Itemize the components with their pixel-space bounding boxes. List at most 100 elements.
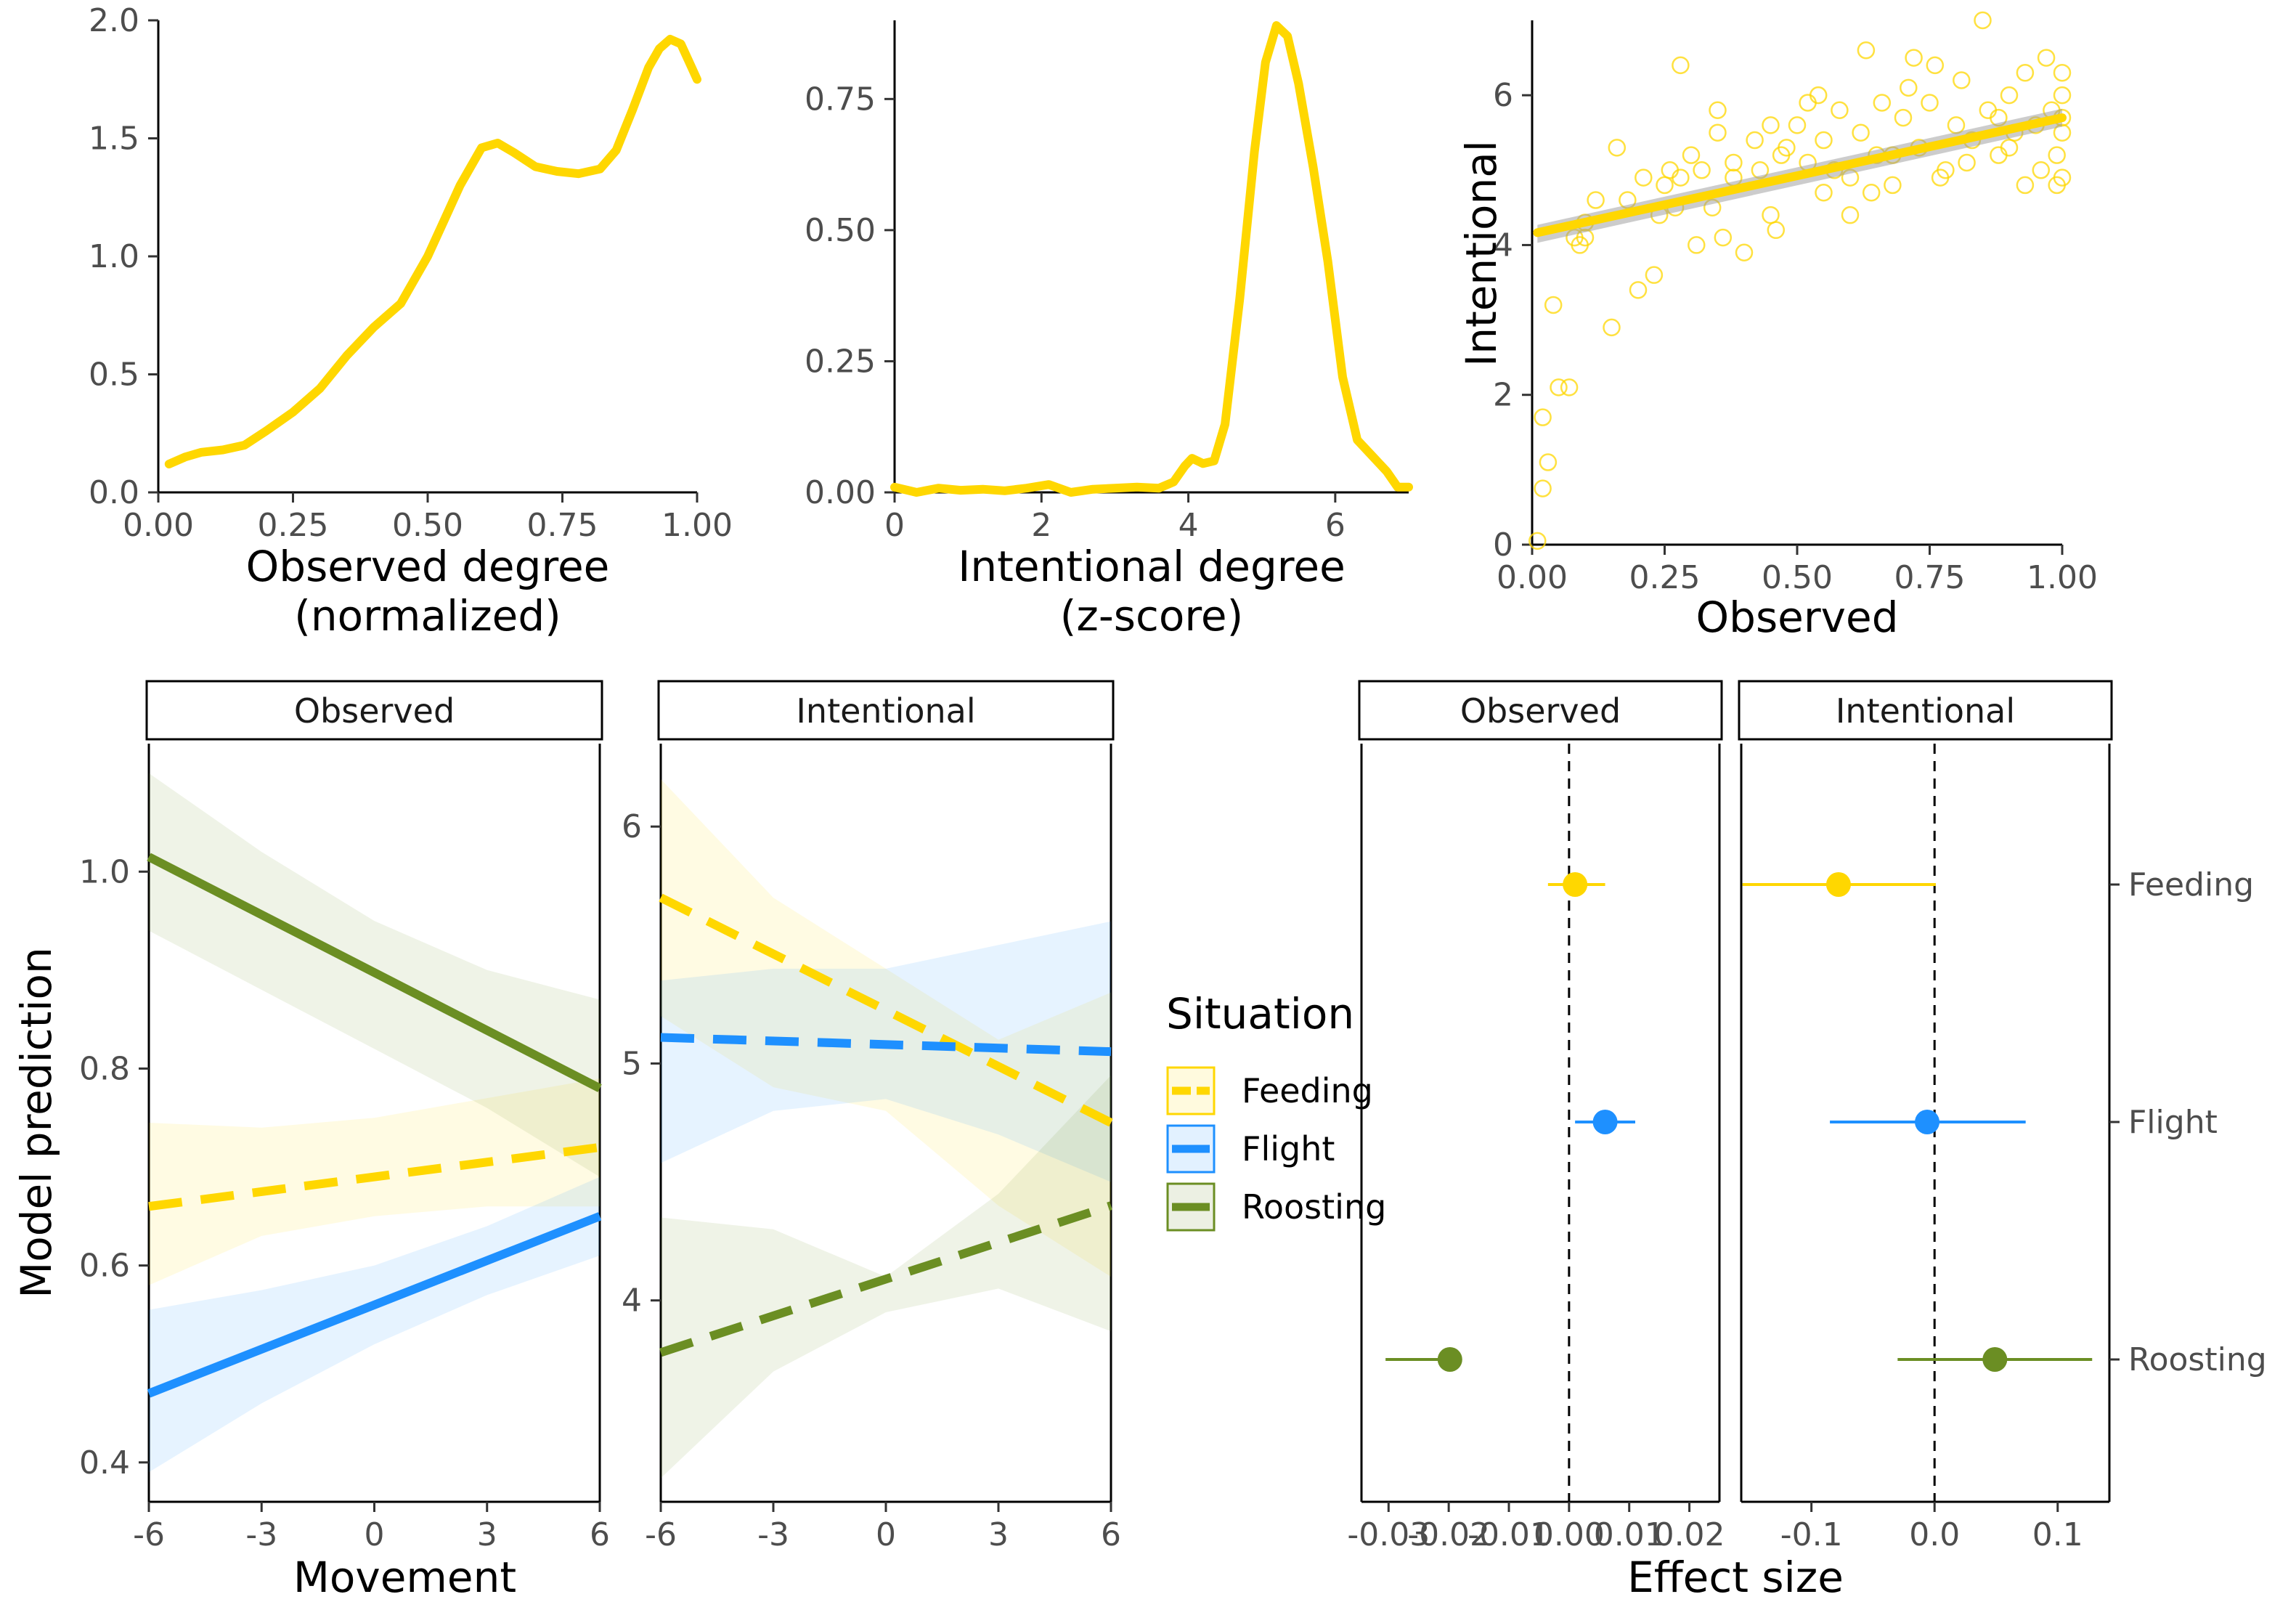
scatter-point — [1926, 56, 1945, 75]
density_intentional-y-tick-label: 0.50 — [805, 212, 876, 249]
scatter-point — [1762, 116, 1780, 134]
scatter-point — [1693, 161, 1711, 179]
prediction_observed-axes: -6 -3 0 3 6 0.4 0.6 0.8 1.0 — [79, 744, 610, 1553]
effect-point-roosting — [1982, 1347, 2008, 1372]
scatter-point — [1762, 206, 1780, 224]
density_observed-x-tick-label: 0.00 — [123, 507, 194, 544]
scatter-point — [1953, 71, 1971, 89]
scatter-point — [1534, 408, 1552, 426]
scatter-x-label: Observed — [1695, 593, 1898, 642]
scatter-point — [1862, 183, 1881, 202]
scatter_observed_intentional-y-tick-label: 0 — [1493, 527, 1513, 564]
prediction_intentional-x-tick-label: -3 — [757, 1516, 789, 1553]
effect_intentional-x-tick-label: -0.1 — [1780, 1516, 1843, 1553]
prediction_intentional-y-tick-label: 5 — [622, 1045, 642, 1082]
scatter-point — [1979, 101, 1998, 120]
line-feeding — [659, 893, 1113, 1127]
scatter-point — [1931, 168, 1950, 187]
density_observed-axes: 0.00 0.25 0.50 0.75 1.00 0.0 0.5 1.0 1.5 2.0 Obser… — [89, 2, 733, 641]
scatter-point — [1958, 153, 1976, 172]
scatter-point — [1550, 378, 1568, 397]
density_intentional-y-tick-label: 0.75 — [805, 81, 876, 118]
scatter_observed_intentional-x-tick-label: 0.75 — [1894, 559, 1966, 596]
movement-x-label: Movement — [293, 1553, 516, 1602]
scatter-point — [1709, 123, 1727, 142]
scatter-point — [1746, 131, 1764, 150]
prediction_intentional-axes: -6 -3 0 3 6 4 5 6 — [622, 744, 1121, 1553]
scatter-fit-line — [1533, 113, 2067, 237]
scatter-point — [1772, 146, 1791, 164]
scatter-point — [1894, 108, 1913, 127]
effect-y-label-feeding: Feeding — [2128, 866, 2254, 903]
scatter-point — [1884, 176, 1902, 195]
scatter-point — [1656, 176, 1674, 195]
prediction_observed-x-tick-label: 6 — [590, 1516, 610, 1553]
scatter_observed_intentional-x-tick-label: 0.00 — [1497, 559, 1568, 596]
density-observed-curve — [164, 35, 701, 468]
prediction_observed-x-tick-label: -6 — [133, 1516, 165, 1553]
scatter-point — [2000, 139, 2019, 157]
effect_intentional-x-tick-label: 0.1 — [2032, 1516, 2083, 1553]
prediction_observed-x-tick-label: 3 — [477, 1516, 497, 1553]
density_observed-x-tick-label: 0.75 — [527, 507, 598, 544]
prediction_observed-strip-box — [145, 680, 603, 741]
effect_observed-axes: -0.03-0.02-0.010.000.010.02 — [1347, 744, 1725, 1553]
scatter-point — [1544, 296, 1563, 314]
scatter-point — [2048, 146, 2066, 164]
scatter-point — [1852, 123, 1870, 142]
legend-key-flight: Flight — [1166, 1124, 1335, 1174]
plot-panels: 0.00 0.25 0.50 0.75 1.000.00.51.01.52.0Obser… — [12, 2, 2267, 1602]
scatter-point — [1974, 11, 1992, 30]
scatter-point — [1725, 153, 1743, 172]
effect_observed-x-tick-label: 0.02 — [1654, 1516, 1725, 1553]
scatter-point — [1587, 191, 1605, 209]
prediction_observed-y-tick-label: 1.0 — [79, 853, 130, 890]
scatter-point — [1682, 146, 1701, 164]
prediction_observed-strip-label: Observed — [294, 691, 455, 731]
effect-point-feeding — [1563, 872, 1588, 897]
density-observed-x-label: (normalized) — [294, 591, 561, 641]
band-feeding — [661, 778, 1111, 1277]
scatter-point — [2000, 86, 2019, 105]
scatter-point — [1528, 532, 1547, 550]
effect_observed-x-tick-label: 0.00 — [1534, 1516, 1605, 1553]
scatter-point — [1735, 243, 1754, 261]
prediction-y-label: Model prediction — [12, 947, 61, 1298]
effect_observed-strip-box — [1358, 680, 1723, 741]
density-intentional-curve — [890, 21, 1413, 497]
scatter_observed_intentional-x-tick-label: 0.50 — [1762, 559, 1833, 596]
scatter-point — [1841, 206, 1860, 224]
scatter-point — [1905, 49, 1923, 67]
scatter-point — [1809, 86, 1828, 105]
effect-point-roosting — [1437, 1347, 1462, 1372]
scatter-point — [1709, 101, 1727, 120]
prediction_intentional-y-tick-label: 4 — [622, 1282, 642, 1320]
density_observed-y-tick-label: 1.5 — [89, 121, 139, 158]
effect-point-feeding — [1825, 872, 1851, 897]
scatter-point — [2037, 49, 2056, 67]
scatter-y-label: Intentional — [1457, 140, 1506, 367]
density_observed-y-tick-label: 0.0 — [89, 474, 139, 511]
prediction_intentional-strip-box — [657, 680, 1115, 741]
line-feeding — [148, 1142, 601, 1211]
density_observed-y-tick-label: 2.0 — [89, 2, 139, 39]
prediction_intentional-x-tick-label: 6 — [1101, 1516, 1121, 1553]
scatter-point — [1635, 168, 1653, 187]
scatter-point — [2016, 176, 2035, 195]
scatter-point — [1767, 221, 1786, 240]
density_intentional-x-tick-label: 4 — [1178, 507, 1199, 544]
effect_intentional-strip-label: Intentional — [1836, 691, 2015, 731]
scatter-point — [1534, 479, 1552, 497]
band-feeding — [149, 1078, 600, 1285]
density-intentional-x-label: (z-score) — [1060, 591, 1243, 641]
density_observed-x-tick-label: 1.00 — [661, 507, 733, 544]
density_intentional-x-tick-label: 0 — [884, 507, 905, 544]
density-intentional-x-label: Intentional degree — [958, 542, 1346, 591]
prediction_intentional-x-tick-label: -6 — [645, 1516, 677, 1553]
density_intentional-y-tick-label: 0.00 — [805, 474, 876, 511]
scatter_observed_intentional-y-tick-label: 4 — [1493, 227, 1513, 264]
scatter-point — [1900, 78, 1918, 97]
scatter-point — [2053, 63, 2072, 82]
scatter-point — [1788, 116, 1807, 134]
